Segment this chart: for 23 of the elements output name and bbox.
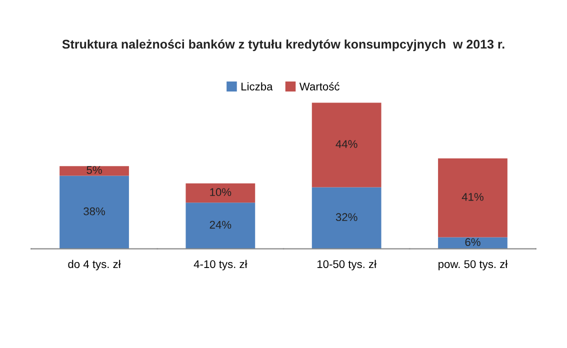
data-label: 44% <box>336 140 358 148</box>
x-tick-label: 4-10 tys. zł <box>194 260 248 270</box>
data-label: 32% <box>336 213 358 222</box>
bar <box>186 183 256 203</box>
bar <box>438 237 508 249</box>
data-label: 5% <box>86 166 102 174</box>
bar <box>438 158 508 238</box>
bar <box>186 202 256 249</box>
bar <box>60 176 129 249</box>
data-label: 6% <box>465 238 480 246</box>
legend-label: Wartość <box>299 82 340 90</box>
data-label: 24% <box>210 220 232 229</box>
bar <box>312 102 382 188</box>
x-tick-label: 10-50 tys. zł <box>317 260 376 270</box>
bar <box>60 166 129 176</box>
legend-label: Liczba <box>242 82 273 90</box>
bar <box>312 187 382 249</box>
data-label: 41% <box>462 193 484 201</box>
chart-title: Struktura należności banków z tytułu kredytów konsumpcyjnych w 2013 r. <box>62 39 504 52</box>
x-tick-label: do 4 tys. zł <box>68 260 121 270</box>
data-label: 10% <box>210 188 232 196</box>
x-tick-label: pow. 50 tys. zł <box>438 260 508 270</box>
data-label: 38% <box>84 207 105 216</box>
